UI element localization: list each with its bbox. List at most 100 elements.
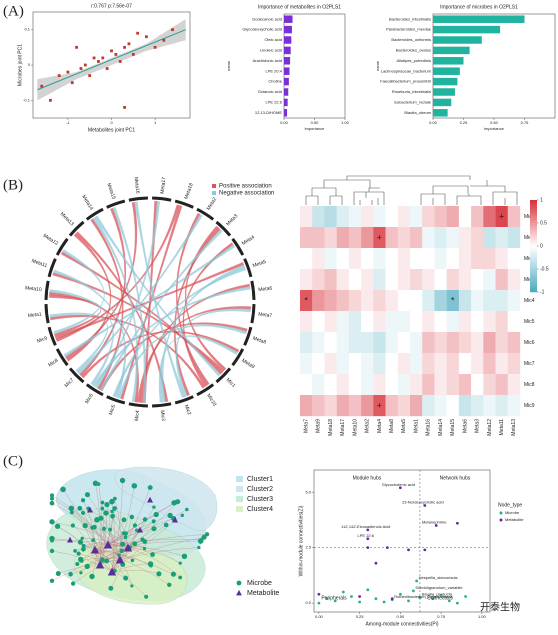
- colorbar-step: [530, 246, 537, 249]
- heatmap-cell: [410, 332, 423, 354]
- node: [150, 552, 155, 557]
- legend-swatch: [236, 496, 243, 502]
- node: [67, 536, 73, 543]
- node: [73, 548, 77, 553]
- colorbar-step: [530, 213, 537, 217]
- node: [49, 519, 55, 525]
- heatmap-cell: [300, 332, 313, 354]
- point: [105, 67, 109, 70]
- segment-arc: [106, 395, 126, 405]
- chord-link: [94, 215, 221, 377]
- heatmap-cell: [385, 395, 398, 417]
- heatmap-cell: [336, 206, 350, 228]
- x-tick-label: 0.00: [429, 120, 438, 125]
- node: [68, 571, 73, 577]
- y-tick-label: Eubacterium_rectale: [394, 99, 431, 104]
- edge: [127, 547, 181, 578]
- bar: [284, 88, 289, 96]
- bar: [284, 46, 291, 55]
- node: [181, 553, 188, 560]
- node: [109, 498, 115, 505]
- heatmap-cell: [507, 395, 521, 417]
- segment-arc: [85, 207, 104, 221]
- heatmap-cell: [361, 248, 374, 270]
- segment-label: Mic8: [47, 358, 59, 369]
- point: [439, 593, 443, 597]
- node: [80, 536, 84, 541]
- chart-title: Importance of microbes in O2PLS1: [440, 4, 518, 10]
- node: [167, 512, 173, 519]
- node: [104, 558, 110, 564]
- panel-label: (B): [3, 177, 23, 193]
- heatmap-cell: [336, 374, 350, 396]
- heatmap-cell: [422, 269, 435, 291]
- colorbar-step: [530, 209, 537, 212]
- y-axis-label: name: [226, 60, 231, 71]
- cell-annotation: *: [451, 295, 455, 305]
- edge: [127, 507, 155, 549]
- column-label: Meta8: [389, 419, 395, 433]
- heatmap-cell: [361, 332, 374, 354]
- node: [95, 560, 105, 569]
- segment-arc: [243, 326, 253, 346]
- segment-arc: [243, 258, 253, 278]
- heatmap-cell: [336, 290, 350, 312]
- chord-link: [77, 214, 203, 375]
- point: [66, 70, 70, 74]
- heatmap-cell: [458, 332, 472, 354]
- colorbar-step: [530, 236, 537, 240]
- node: [112, 506, 117, 511]
- segment-arc: [174, 395, 194, 405]
- column-label: Meta14: [438, 419, 444, 436]
- x-axis-label: Among-module connectivities(Pi): [365, 621, 438, 627]
- heatmap-cell: [324, 248, 337, 270]
- heatmap-cell: [458, 269, 472, 291]
- heatmap-cell: [483, 290, 496, 312]
- heatmap-cell: [348, 269, 362, 291]
- heatmap-cell: [397, 248, 411, 270]
- heatmap-cell: [312, 311, 325, 333]
- legend-swatch: [212, 191, 216, 195]
- region-label: Connectors: [427, 595, 453, 601]
- node: [81, 546, 86, 552]
- x-axis-label: importance: [484, 126, 505, 131]
- heatmap-cell: [397, 269, 411, 291]
- chord-link: [134, 201, 185, 398]
- segment-arc: [231, 237, 245, 256]
- heatmap-cell: [324, 227, 337, 249]
- region-label: Module hubs: [353, 475, 382, 481]
- x-tick-label: 0: [110, 120, 113, 125]
- heatmap-cell: [300, 395, 313, 417]
- chord-link: [161, 264, 246, 403]
- row-label: Mic1: [524, 214, 535, 220]
- heatmap-cell: [348, 311, 362, 333]
- heatmap-cell: [471, 395, 484, 417]
- heatmap-cell: [507, 353, 521, 375]
- heatmap-cell: [336, 353, 350, 375]
- heatmap-cell: [410, 353, 423, 375]
- heatmap-cell: [483, 353, 496, 375]
- colorbar-step: [530, 232, 537, 235]
- fit-line: [37, 29, 186, 91]
- heatmap-cell: [373, 311, 386, 333]
- heatmap-cell: [458, 290, 472, 312]
- heatmap-cell: [385, 206, 398, 228]
- heatmap-cell: [446, 248, 460, 270]
- y-tick-label: 5.0: [305, 489, 311, 494]
- point: [118, 60, 122, 63]
- colorbar-step: [530, 200, 537, 203]
- point: [418, 596, 422, 599]
- heatmap-cell: [361, 290, 374, 312]
- heatmap-cell: [495, 227, 508, 249]
- heatmap-cell: [446, 395, 460, 417]
- point: [171, 28, 174, 32]
- heatmap-cell: [348, 248, 362, 270]
- heatmap-cell: [361, 395, 374, 417]
- cell-annotation: +: [377, 400, 382, 410]
- heatmap-cell: [336, 332, 350, 354]
- legend-swatch: [236, 580, 242, 586]
- heatmap-cell: [422, 227, 435, 249]
- legend-label: Cluster3: [247, 496, 273, 503]
- node: [92, 480, 99, 486]
